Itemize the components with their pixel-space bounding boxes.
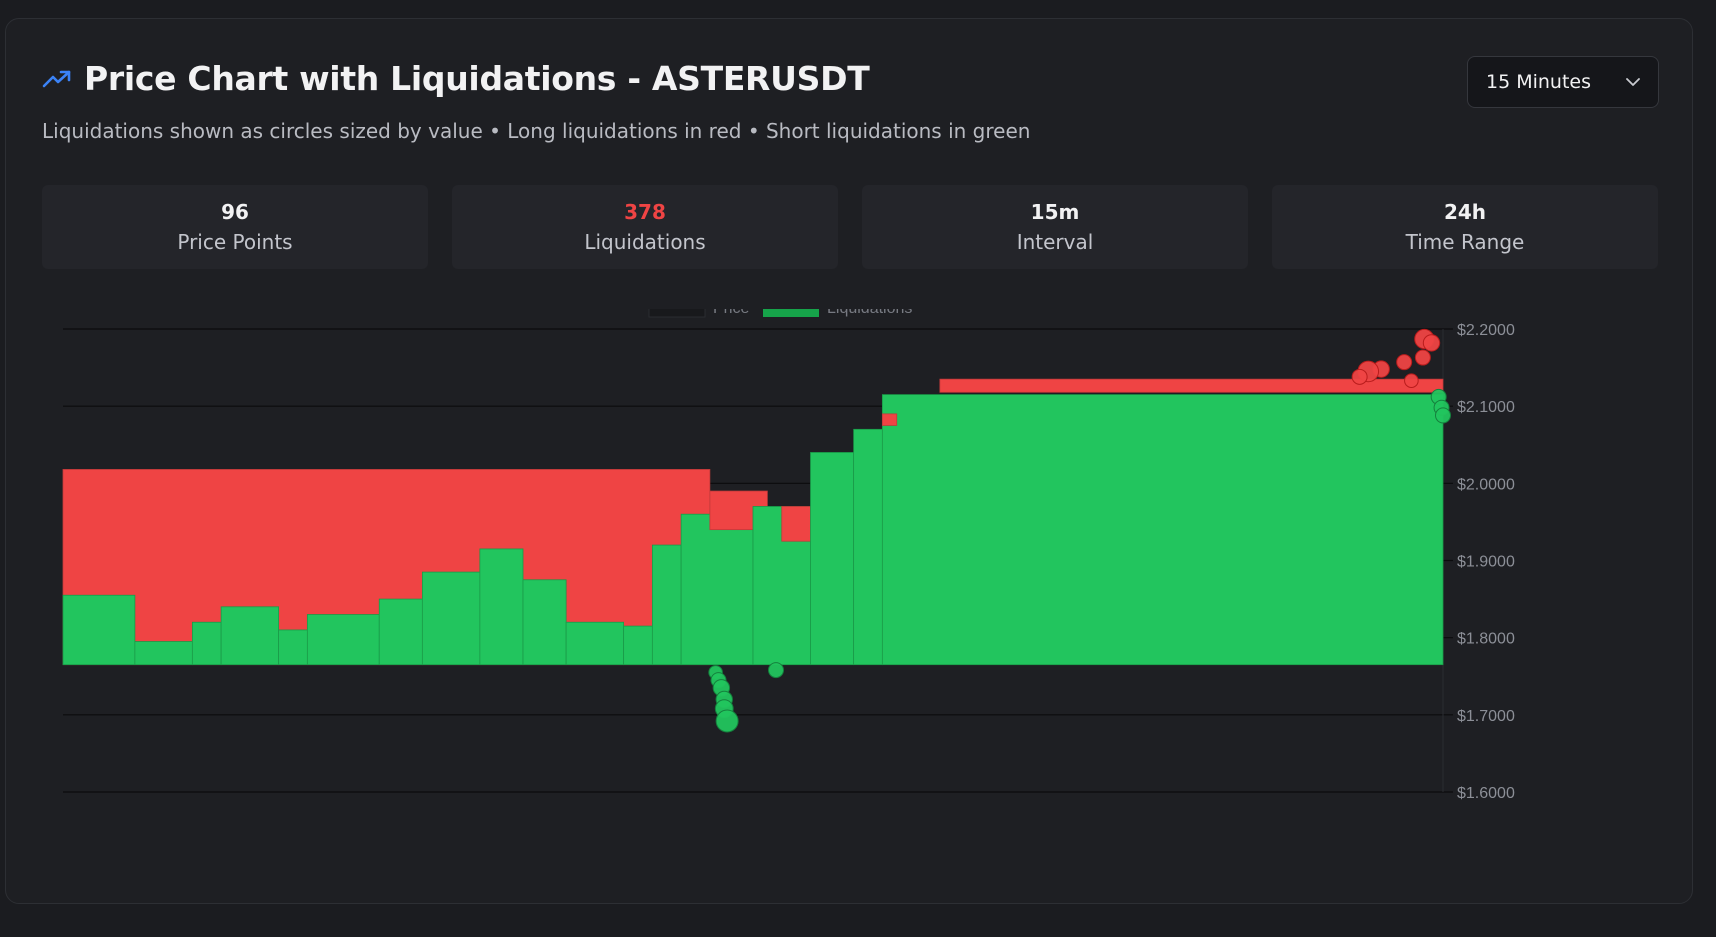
long-liquidation-point bbox=[1396, 354, 1413, 371]
long-liquidation-point bbox=[1351, 368, 1368, 385]
stat-label: Liquidations bbox=[584, 230, 706, 254]
short-liquidation-block bbox=[378, 598, 423, 666]
long-liquidation-point bbox=[1422, 334, 1441, 352]
interval-select-value: 15 Minutes bbox=[1486, 71, 1592, 93]
y-tick-label: $2.0000 bbox=[1457, 476, 1515, 493]
stat-card-time-range: 24h Time Range bbox=[1272, 185, 1658, 269]
y-tick-label: $2.2000 bbox=[1457, 322, 1515, 339]
short-liquidation-block bbox=[623, 625, 653, 666]
long-liquidation-block bbox=[939, 378, 1444, 393]
short-liquidation-block bbox=[810, 452, 855, 666]
short-liquidation-block bbox=[565, 621, 625, 666]
stat-value: 96 bbox=[221, 200, 249, 224]
long-liquidation-point bbox=[1414, 349, 1431, 366]
short-liquidation-block bbox=[220, 606, 280, 666]
long-liquidation-block bbox=[881, 413, 898, 426]
short-liquidation-point bbox=[715, 709, 739, 733]
short-liquidation-block bbox=[522, 579, 567, 666]
legend-swatch-liquidations bbox=[763, 309, 819, 317]
stat-label: Price Points bbox=[177, 230, 293, 254]
short-liquidation-block bbox=[191, 621, 222, 666]
short-liquidation-point bbox=[1435, 407, 1451, 424]
page-title: Price Chart with Liquidations - ASTERUSD… bbox=[84, 59, 870, 98]
y-tick-label: $2.1000 bbox=[1457, 399, 1515, 416]
short-liquidation-block bbox=[479, 548, 524, 666]
short-liquidation-block bbox=[306, 614, 380, 666]
short-liquidation-block bbox=[853, 428, 883, 666]
legend-swatch-price bbox=[648, 309, 706, 318]
short-liquidation-block bbox=[881, 394, 1444, 666]
stat-card-liquidations: 378 Liquidations bbox=[452, 185, 838, 269]
short-liquidation-block bbox=[421, 571, 481, 666]
short-liquidation-block bbox=[134, 641, 193, 666]
stat-card-interval: 15m Interval bbox=[862, 185, 1248, 269]
stat-value: 24h bbox=[1443, 200, 1487, 224]
price-liquidation-chart: Price Liquidations $2.2000 $2.1000 $2.0000 $1… bbox=[62, 309, 1515, 802]
short-liquidation-point bbox=[768, 662, 784, 679]
y-tick-label: $1.7000 bbox=[1457, 708, 1515, 725]
trending-up-icon bbox=[42, 70, 71, 87]
stat-label: Interval bbox=[1016, 230, 1094, 254]
legend-label-price: Price bbox=[713, 309, 750, 317]
stat-label: Time Range bbox=[1405, 230, 1525, 254]
y-tick-label: $1.6000 bbox=[1457, 785, 1515, 802]
chart-card: Price Chart with Liquidations - ASTERUSD… bbox=[5, 18, 1693, 904]
stats-row: 96 Price Points 378 Liquidations 15m Int… bbox=[42, 185, 1658, 269]
short-liquidation-block bbox=[651, 544, 682, 666]
short-liquidation-block bbox=[62, 594, 136, 666]
legend-label-liquidations: Liquidations bbox=[827, 309, 912, 317]
long-liquidation-point bbox=[1404, 373, 1419, 389]
y-tick-label: $1.8000 bbox=[1457, 631, 1515, 648]
stat-card-price-points: 96 Price Points bbox=[42, 185, 428, 269]
short-liquidation-block bbox=[680, 513, 754, 666]
y-tick-label: $1.9000 bbox=[1457, 554, 1515, 571]
stat-value: 378 bbox=[624, 200, 666, 224]
page-subtitle: Liquidations shown as circles sized by v… bbox=[42, 119, 1031, 143]
chevron-down-icon bbox=[1626, 77, 1640, 86]
interval-select[interactable]: 15 Minutes bbox=[1467, 56, 1659, 108]
card-header: Price Chart with Liquidations - ASTERUSD… bbox=[42, 59, 870, 98]
short-liquidation-block bbox=[278, 629, 308, 666]
stat-value: 15m bbox=[1030, 200, 1080, 224]
